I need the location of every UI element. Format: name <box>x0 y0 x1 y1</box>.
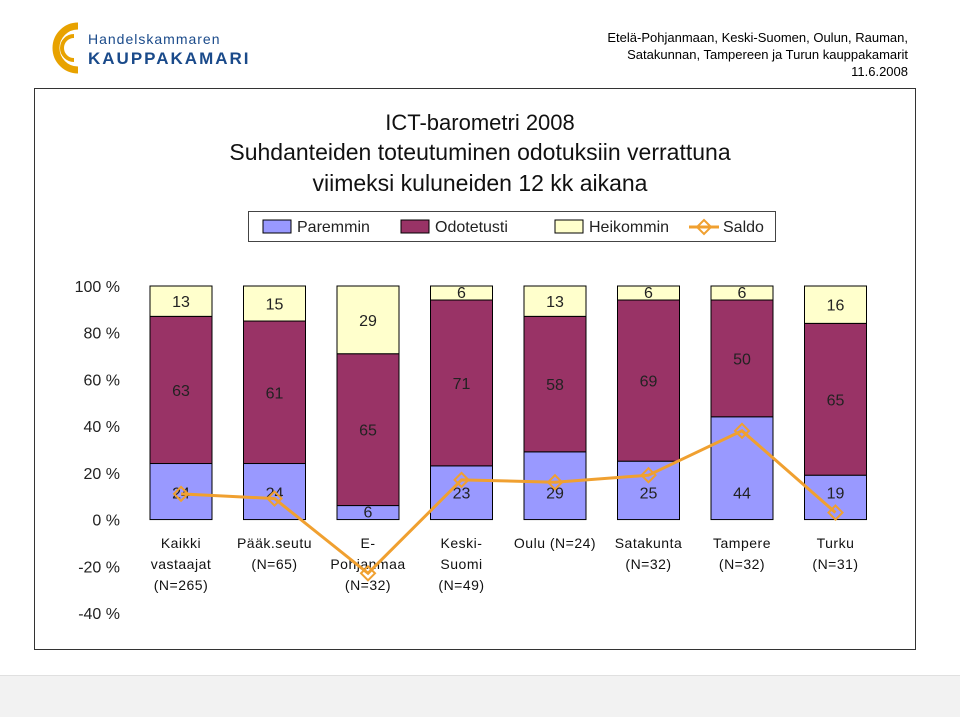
category-label: Keski- <box>441 535 483 551</box>
saldo-marker <box>733 422 751 440</box>
category-label: Kaikki <box>161 535 201 551</box>
saldo-marker <box>827 504 844 521</box>
category-label: (N=32) <box>345 577 391 593</box>
footer-bar <box>0 675 960 717</box>
logo-line1: Handelskammaren <box>88 31 221 47</box>
bar-segment <box>710 299 774 418</box>
category-label: (N=32) <box>719 556 765 572</box>
data-label: 6 <box>644 285 653 302</box>
saldo-marker <box>172 485 190 503</box>
category-label: Pääk.seutu <box>237 535 312 551</box>
bar-segment <box>430 299 493 467</box>
category-label: (N=31) <box>812 556 858 572</box>
data-label: 61 <box>266 385 284 402</box>
saldo-marker <box>640 466 657 484</box>
data-label: 29 <box>359 313 377 330</box>
data-label: 13 <box>546 294 564 311</box>
bar-segment <box>336 285 400 355</box>
data-label: 58 <box>546 377 564 394</box>
bar-segment <box>710 416 774 521</box>
legend-marker <box>695 218 713 236</box>
data-label: 6 <box>738 285 747 302</box>
chart-title-3: viimeksi kuluneiden 12 kk aikana <box>312 170 648 196</box>
bar-segment <box>617 285 680 301</box>
category-label: Satakunta <box>615 535 683 551</box>
category-label: (N=65) <box>251 556 297 572</box>
data-label: 71 <box>453 376 471 393</box>
org-line-2: Satakunnan, Tampereen ja Turun kauppakam… <box>627 47 908 62</box>
chart-legend: Paremmin Odotetusti Heikommin Saldo <box>248 211 776 242</box>
data-label: 13 <box>172 294 190 311</box>
data-label: 65 <box>827 392 845 409</box>
data-label: 16 <box>827 298 845 315</box>
bar-segment <box>804 285 867 324</box>
bar-segment <box>149 315 213 465</box>
bar-segment <box>617 460 680 521</box>
bar-segment <box>523 451 587 521</box>
category-label: Tampere <box>713 535 771 551</box>
legend-label: Odotetusti <box>435 219 508 236</box>
data-label: 69 <box>640 374 658 391</box>
data-label: 19 <box>827 486 845 503</box>
bar-segment <box>243 285 306 322</box>
y-tick-label: 20 % <box>84 466 120 483</box>
saldo-marker <box>266 490 283 507</box>
category-label: Oulu (N=24) <box>514 535 596 551</box>
bar-segment <box>149 463 213 521</box>
data-label: 50 <box>733 351 751 368</box>
logo-arc-icon <box>52 22 79 74</box>
saldo-marker <box>359 564 377 582</box>
kauppakamari-logo: Handelskammaren KAUPPAKAMARI <box>52 22 251 74</box>
saldo-marker <box>453 471 470 489</box>
category-label: E- <box>361 535 376 551</box>
data-label: 6 <box>364 505 373 522</box>
chart-title-1: ICT-barometri 2008 <box>385 110 575 135</box>
category-label: (N=265) <box>154 577 208 593</box>
data-label: 25 <box>640 486 658 503</box>
saldo-line <box>180 429 837 576</box>
legend-swatch <box>554 219 584 234</box>
y-tick-label: 0 % <box>92 513 120 530</box>
category-label: Suomi <box>440 556 482 572</box>
category-label: Turku <box>817 535 855 551</box>
legend-label: Saldo <box>723 219 764 236</box>
data-label: 63 <box>172 383 190 400</box>
bar-segment <box>617 299 680 462</box>
saldo-marker <box>546 473 564 491</box>
category-label: vastaajat <box>151 556 212 572</box>
y-tick-label: -20 % <box>78 559 120 576</box>
data-label: 65 <box>359 423 377 440</box>
y-tick-label: 60 % <box>84 372 120 389</box>
bar-segment <box>149 285 213 317</box>
report-date: 11.6.2008 <box>851 64 908 79</box>
data-label: 6 <box>457 285 466 302</box>
y-tick-label: 40 % <box>84 419 120 436</box>
legend-swatch <box>262 219 292 234</box>
data-label: 23 <box>453 486 471 503</box>
legend-label: Paremmin <box>297 219 370 236</box>
bar-segment <box>523 285 587 317</box>
category-label: (N=32) <box>625 556 671 572</box>
y-tick-label: 100 % <box>75 279 120 296</box>
y-tick-label: -40 % <box>78 606 120 623</box>
category-label: Pohjanmaa <box>330 556 405 572</box>
bar-segment <box>430 465 493 521</box>
data-label: 15 <box>266 297 284 314</box>
data-label: 44 <box>733 486 751 503</box>
legend-label: Heikommin <box>589 219 669 236</box>
bar-segment <box>430 285 493 301</box>
bar-segment <box>523 315 587 453</box>
logo-line2: KAUPPAKAMARI <box>88 49 251 68</box>
y-tick-label: 80 % <box>84 326 120 343</box>
data-label: 29 <box>546 486 564 503</box>
legend-swatch <box>400 219 430 234</box>
org-line-1: Etelä-Pohjanmaan, Keski-Suomen, Oulun, R… <box>607 30 908 45</box>
category-label: (N=49) <box>438 577 484 593</box>
bar-segment <box>336 353 400 507</box>
bar-segment <box>710 285 774 301</box>
chart-title-2: Suhdanteiden toteutuminen odotuksiin ver… <box>229 139 731 165</box>
